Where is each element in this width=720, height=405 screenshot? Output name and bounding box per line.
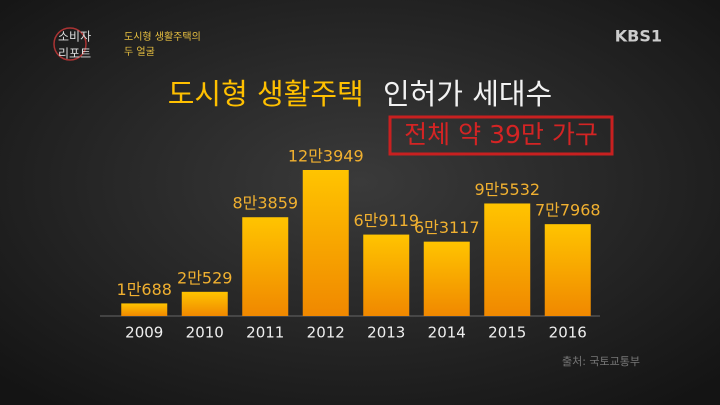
value-label: 9만5532 (474, 180, 540, 199)
bar (121, 303, 168, 316)
value-label: 6만3117 (414, 218, 480, 237)
value-label: 2만529 (177, 268, 232, 287)
x-tick-label: 2011 (246, 324, 284, 342)
logo-ring (53, 27, 87, 61)
x-tick-label: 2014 (428, 324, 466, 342)
x-tick-label: 2016 (549, 324, 587, 342)
x-tick-label: 2013 (367, 324, 405, 342)
x-tick-label: 2015 (488, 324, 526, 342)
source: 출처: 국토교통부 (562, 355, 640, 368)
title-rest: 인허가 세대수 (383, 77, 552, 111)
value-label: 1만688 (117, 280, 172, 299)
bar (423, 241, 470, 316)
program-name: 소비자 (58, 30, 91, 44)
x-tick-label: 2012 (307, 324, 345, 342)
x-tick-label: 2010 (186, 324, 224, 342)
annotation-box (388, 115, 614, 156)
bar (544, 224, 591, 316)
title-highlight: 도시형 생활주택 (168, 77, 364, 111)
bar (181, 291, 228, 316)
value-label: 6만9119 (353, 211, 419, 230)
episode-title: 두 얼굴 (124, 46, 155, 58)
episode-title: 도시형 생활주택의 (124, 30, 201, 43)
x-tick-label: 2009 (125, 324, 163, 342)
value-label: 7만7968 (535, 201, 601, 220)
value-label: 12만3949 (288, 147, 364, 166)
bar (242, 217, 289, 316)
bar (363, 234, 410, 316)
channel-logo: KBS1 (615, 27, 662, 46)
bar (484, 203, 531, 316)
chart-title: 도시형 생활주택 인허가 세대수 (168, 77, 553, 111)
annotation: 전체 약 39만 가구 (404, 120, 598, 149)
bar (302, 170, 349, 316)
program-name: 리포트 (58, 47, 91, 61)
value-label: 8만3859 (232, 194, 298, 213)
